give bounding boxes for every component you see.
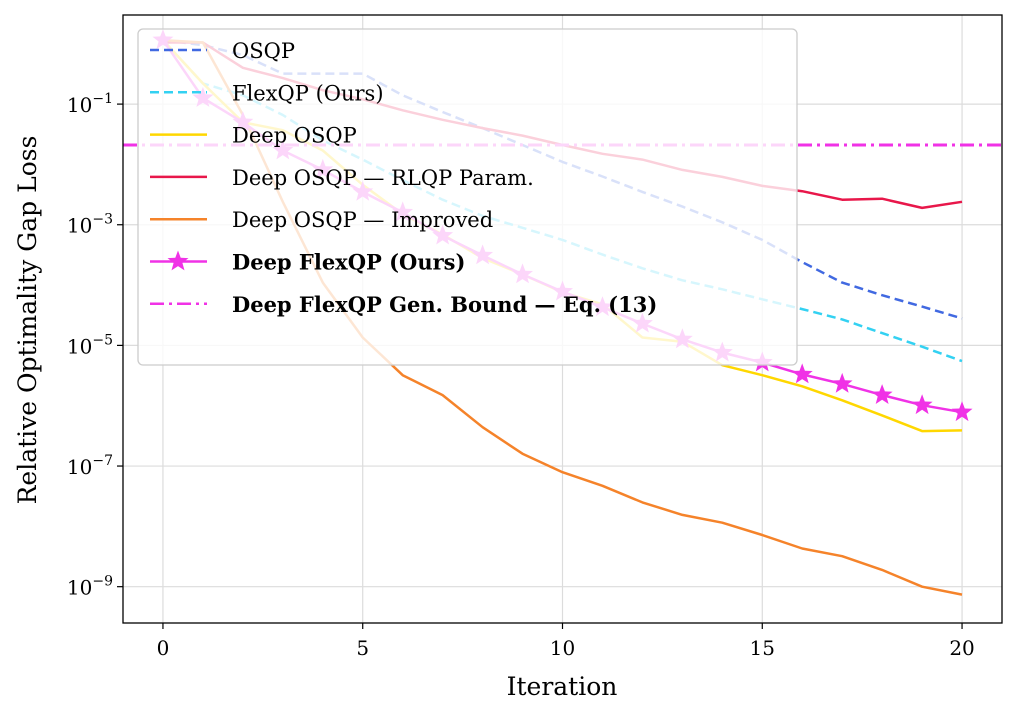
x-tick-label: 0 bbox=[157, 636, 170, 660]
y-tick-label: 10−1 bbox=[67, 91, 113, 117]
data-point-star bbox=[871, 384, 893, 404]
legend-label: Deep OSQP — Improved bbox=[232, 208, 493, 232]
legend-label: Deep OSQP bbox=[232, 124, 357, 148]
x-tick-label: 10 bbox=[550, 636, 575, 660]
legend-label: FlexQP (Ours) bbox=[232, 81, 384, 105]
data-point-star bbox=[831, 372, 853, 393]
legend-star-icon bbox=[167, 250, 189, 271]
y-tick-label: 10−9 bbox=[67, 574, 113, 600]
x-tick-label: 15 bbox=[750, 636, 775, 660]
x-axis-label: Iteration bbox=[507, 672, 618, 701]
data-point-star bbox=[791, 363, 813, 384]
legend-label: Deep OSQP — RLQP Param. bbox=[232, 166, 534, 190]
x-tick-label: 20 bbox=[949, 636, 974, 660]
y-tick-label: 10−3 bbox=[67, 212, 113, 238]
legend: OSQP FlexQP (Ours) Deep OSQP Deep OSQP — RL… bbox=[137, 28, 798, 366]
y-tick-label: 10−7 bbox=[67, 453, 113, 479]
y-tick-label: 10−5 bbox=[67, 332, 113, 358]
y-axis-label: Relative Optimality Gap Loss bbox=[13, 136, 42, 505]
x-tick-label: 5 bbox=[356, 636, 369, 660]
legend-label: Deep FlexQP (Ours) bbox=[232, 250, 465, 275]
legend-label: Deep FlexQP Gen. Bound — Eq. (13) bbox=[232, 292, 657, 317]
ticks: 0 5 10 15 20 10−1 10−3 10−5 10−7 10−9 bbox=[67, 91, 975, 660]
legend-box bbox=[137, 28, 798, 366]
data-point-star bbox=[951, 401, 973, 422]
legend-label: OSQP bbox=[232, 39, 295, 63]
data-point-star bbox=[911, 394, 933, 415]
